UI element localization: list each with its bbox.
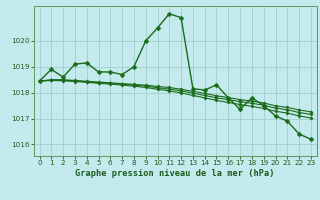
X-axis label: Graphe pression niveau de la mer (hPa): Graphe pression niveau de la mer (hPa) <box>76 169 275 178</box>
